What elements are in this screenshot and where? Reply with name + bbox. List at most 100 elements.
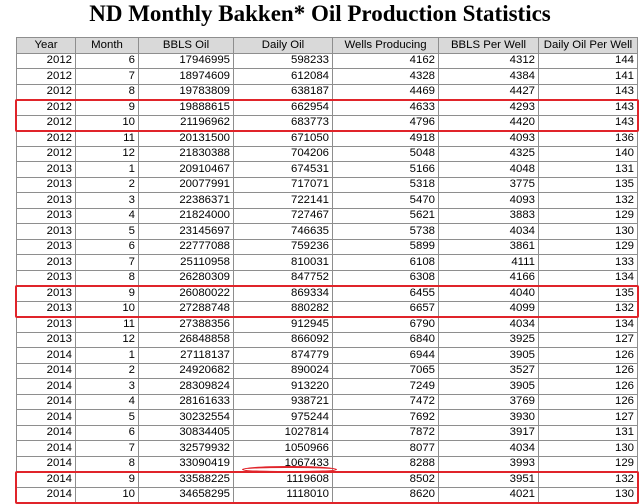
month-cell: 6	[75, 424, 139, 441]
daily-oil-cell: 746635	[233, 223, 333, 240]
col-header-year: Year	[16, 37, 76, 54]
month-cell: 10	[75, 486, 139, 503]
daily-oil-cell: 1027814	[233, 424, 333, 441]
wells-producing-cell: 6308	[332, 269, 439, 286]
daily-oil-cell: 671050	[233, 130, 333, 147]
month-cell: 8	[75, 269, 139, 286]
table-row: 2014 8 33090419 1067433 8288 3993 129	[16, 455, 638, 472]
daily-oil-per-well-cell: 143	[538, 99, 638, 116]
wells-producing-cell: 5048	[332, 145, 439, 162]
bbls-per-well-cell: 4099	[438, 300, 539, 317]
col-header-bbls-oil: BBLS Oil	[138, 37, 234, 54]
col-header-daily-oil-per-well: Daily Oil Per Well	[538, 37, 638, 54]
wells-producing-cell: 6455	[332, 285, 439, 302]
bbls-per-well-cell: 4166	[438, 269, 539, 286]
month-cell: 4	[75, 393, 139, 410]
bbls-per-well-cell: 3905	[438, 378, 539, 395]
daily-oil-per-well-cell: 134	[538, 269, 638, 286]
bbls-per-well-cell: 3769	[438, 393, 539, 410]
month-cell: 12	[75, 145, 139, 162]
daily-oil-cell: 1118010	[233, 486, 333, 503]
daily-oil-per-well-cell: 126	[538, 347, 638, 364]
bbls-oil-cell: 22777088	[138, 238, 234, 255]
daily-oil-cell: 890024	[233, 362, 333, 379]
daily-oil-per-well-cell: 131	[538, 424, 638, 441]
bbls-per-well-cell: 4093	[438, 192, 539, 209]
daily-oil-cell: 874779	[233, 347, 333, 364]
bbls-oil-cell: 24920682	[138, 362, 234, 379]
bbls-per-well-cell: 4093	[438, 130, 539, 147]
table-row: 2013 1 20910467 674531 5166 4048 131	[16, 161, 638, 178]
bbls-oil-cell: 26080022	[138, 285, 234, 302]
table-row: 2014 5 30232554 975244 7692 3930 127	[16, 409, 638, 426]
year-cell: 2013	[16, 300, 76, 317]
wells-producing-cell: 6944	[332, 347, 439, 364]
bbls-oil-cell: 20910467	[138, 161, 234, 178]
bbls-oil-cell: 17946995	[138, 52, 234, 69]
year-cell: 2014	[16, 362, 76, 379]
month-cell: 1	[75, 347, 139, 364]
month-cell: 5	[75, 223, 139, 240]
year-cell: 2012	[16, 99, 76, 116]
table-row: 2014 2 24920682 890024 7065 3527 126	[16, 362, 638, 379]
year-cell: 2013	[16, 161, 76, 178]
daily-oil-cell: 683773	[233, 114, 333, 131]
year-cell: 2012	[16, 52, 76, 69]
daily-oil-cell: 866092	[233, 331, 333, 348]
bbls-per-well-cell: 3917	[438, 424, 539, 441]
bbls-oil-cell: 28161633	[138, 393, 234, 410]
daily-oil-per-well-cell: 130	[538, 440, 638, 457]
bbls-oil-cell: 33090419	[138, 455, 234, 472]
bbls-per-well-cell: 4312	[438, 52, 539, 69]
table-row: 2013 3 22386371 722141 5470 4093 132	[16, 192, 638, 209]
daily-oil-per-well-cell: 129	[538, 455, 638, 472]
table-row: 2014 1 27118137 874779 6944 3905 126	[16, 347, 638, 364]
bbls-oil-cell: 32579932	[138, 440, 234, 457]
wells-producing-cell: 4633	[332, 99, 439, 116]
col-header-month: Month	[75, 37, 139, 54]
year-cell: 2012	[16, 68, 76, 85]
production-table: Year Month BBLS Oil Daily Oil Wells Prod…	[16, 37, 638, 503]
bbls-per-well-cell: 4427	[438, 83, 539, 100]
wells-producing-cell: 6657	[332, 300, 439, 317]
year-cell: 2013	[16, 316, 76, 333]
year-cell: 2014	[16, 440, 76, 457]
wells-producing-cell: 8077	[332, 440, 439, 457]
month-cell: 8	[75, 455, 139, 472]
bbls-oil-cell: 18974609	[138, 68, 234, 85]
month-cell: 3	[75, 192, 139, 209]
daily-oil-cell: 847752	[233, 269, 333, 286]
year-cell: 2013	[16, 223, 76, 240]
table-row: 2013 9 26080022 869334 6455 4040 135	[16, 285, 638, 302]
bbls-per-well-cell: 3925	[438, 331, 539, 348]
bbls-oil-cell: 22386371	[138, 192, 234, 209]
table-row: 2012 11 20131500 671050 4918 4093 136	[16, 130, 638, 147]
daily-oil-cell: 722141	[233, 192, 333, 209]
wells-producing-cell: 4328	[332, 68, 439, 85]
bbls-oil-cell: 28309824	[138, 378, 234, 395]
month-cell: 10	[75, 114, 139, 131]
wells-producing-cell: 4162	[332, 52, 439, 69]
daily-oil-cell: 913220	[233, 378, 333, 395]
table-row: 2014 10 34658295 1118010 8620 4021 130	[16, 486, 638, 503]
year-cell: 2014	[16, 486, 76, 503]
daily-oil-cell: 880282	[233, 300, 333, 317]
daily-oil-per-well-cell: 132	[538, 192, 638, 209]
daily-oil-cell: 975244	[233, 409, 333, 426]
month-cell: 7	[75, 68, 139, 85]
wells-producing-cell: 7065	[332, 362, 439, 379]
year-cell: 2013	[16, 207, 76, 224]
year-cell: 2012	[16, 145, 76, 162]
daily-oil-cell: 759236	[233, 238, 333, 255]
table-row: 2012 9 19888615 662954 4633 4293 143	[16, 99, 638, 116]
year-cell: 2014	[16, 424, 76, 441]
daily-oil-per-well-cell: 143	[538, 114, 638, 131]
wells-producing-cell: 5738	[332, 223, 439, 240]
month-cell: 4	[75, 207, 139, 224]
daily-oil-per-well-cell: 135	[538, 176, 638, 193]
month-cell: 3	[75, 378, 139, 395]
month-cell: 11	[75, 316, 139, 333]
wells-producing-cell: 6790	[332, 316, 439, 333]
table-row: 2013 2 20077991 717071 5318 3775 135	[16, 176, 638, 193]
month-cell: 12	[75, 331, 139, 348]
